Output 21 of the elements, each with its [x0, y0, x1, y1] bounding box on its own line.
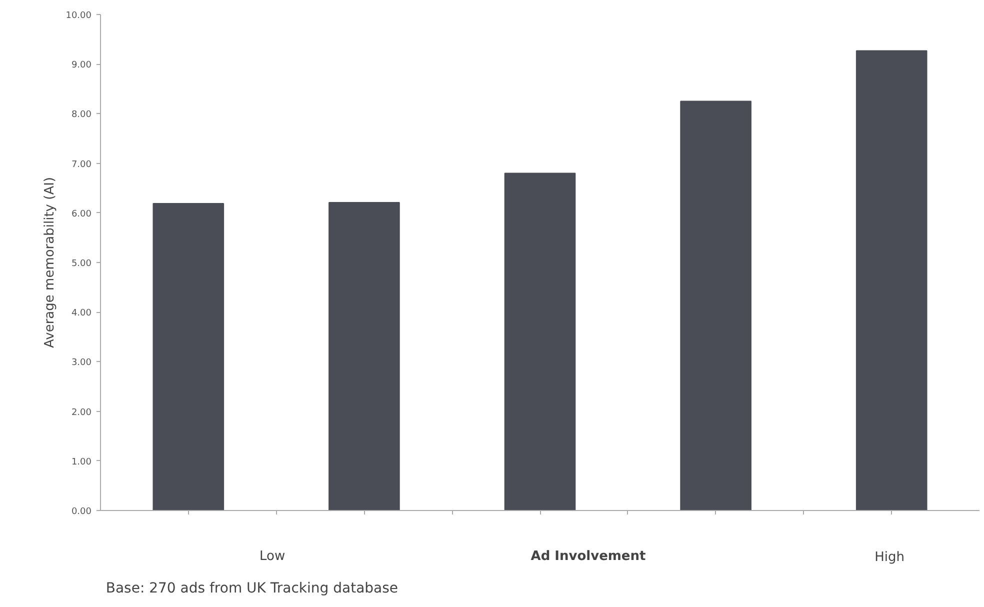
- x-axis-title: Ad Involvement: [530, 549, 646, 564]
- bar: [504, 172, 576, 510]
- text: High: [874, 550, 904, 565]
- y-tick-label: 10.00: [66, 11, 92, 21]
- y-tick-label: 5.00: [71, 259, 92, 269]
- text: Low: [260, 549, 286, 564]
- y-tick-label: 0.00: [71, 507, 92, 517]
- y-axis-title: Average memorability (AI): [42, 176, 58, 348]
- bar: [680, 100, 752, 510]
- bar: [152, 202, 224, 510]
- y-tick-label: 8.00: [71, 110, 92, 120]
- y-tick-label: 9.00: [71, 60, 92, 71]
- text: Base: 270 ads from UK Tracking database: [106, 580, 398, 596]
- bar: [856, 50, 928, 510]
- y-tick-label: 7.00: [71, 160, 92, 170]
- y-tick-label: 6.00: [71, 209, 92, 220]
- bar: [328, 202, 400, 510]
- y-tick-label: 3.00: [71, 358, 92, 368]
- y-tick-label: 2.00: [71, 408, 92, 418]
- y-tick-label: 1.00: [71, 457, 92, 468]
- y-tick-label: 4.00: [71, 308, 92, 319]
